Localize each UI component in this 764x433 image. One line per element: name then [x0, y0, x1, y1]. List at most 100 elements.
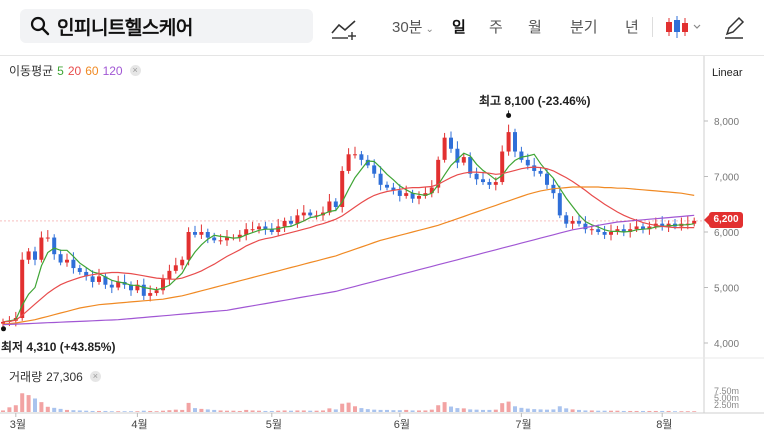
volume-bar [557, 406, 562, 412]
volume-bar [545, 409, 549, 412]
candle-body [333, 201, 338, 208]
candle-body [161, 279, 165, 291]
y-tick-label: 7,000 [714, 173, 739, 184]
candle-body [513, 132, 517, 152]
candle-body [397, 190, 402, 196]
candlestick-icon[interactable] [664, 12, 704, 42]
candle-body [148, 293, 153, 296]
ma-5-label: 5 [57, 63, 64, 78]
volume-bar [641, 410, 645, 412]
volume-bar [628, 410, 633, 412]
candle-body [468, 157, 473, 174]
candle-body [353, 154, 357, 156]
volume-bar [417, 410, 421, 412]
high-annotation: 최고 8,100 (-23.46%) [479, 94, 591, 108]
search-icon [30, 16, 50, 36]
candle-body [225, 237, 229, 241]
volume-bar [52, 407, 57, 412]
candle-body [634, 226, 639, 230]
volume-bar [455, 408, 460, 412]
candle-body [557, 193, 562, 216]
close-icon[interactable]: × [89, 371, 101, 382]
search-box[interactable]: 인피니트헬스케어 [20, 9, 313, 43]
chevron-down-icon: ⌄ [425, 24, 434, 35]
volume-bar [71, 410, 76, 412]
tab-day[interactable]: 일 [452, 19, 466, 36]
candle-body [141, 284, 146, 296]
volume-bar [429, 409, 434, 412]
volume-bar [340, 403, 345, 412]
price-chart[interactable]: 8,000 7,000 6,000 5,000 4,000 7.50m5.00m2.50m… [0, 56, 764, 433]
volume-bar [180, 409, 185, 412]
volume-bar [333, 409, 338, 412]
candle-body [577, 220, 581, 224]
volume-bar [20, 393, 25, 412]
candle-body [461, 157, 466, 163]
candle-body [545, 173, 549, 185]
volume-tick-label: 2.50m [714, 400, 739, 410]
volume-legend-value: 27,306 [46, 369, 83, 384]
candle-body [33, 251, 37, 260]
candle-body [237, 234, 242, 238]
volume-tick-label: 7.50m [714, 386, 739, 396]
interval-label: 30분 [392, 19, 423, 36]
volume-bar [615, 410, 620, 412]
candle-body [500, 151, 505, 183]
volume-bar [58, 408, 63, 412]
ma120-line [2, 214, 695, 326]
candle-body [65, 259, 69, 263]
candle-body [602, 232, 607, 235]
volume-bar [205, 409, 210, 412]
volume-legend-label: 거래량 [9, 370, 43, 384]
candle-body [449, 137, 453, 149]
y-tick-label: 4,000 [714, 339, 739, 350]
candle-body [263, 226, 268, 230]
candle-body [193, 232, 197, 235]
candle-body [84, 271, 89, 277]
x-tick-label: 7월 [515, 418, 531, 431]
candle-body [250, 229, 255, 231]
tab-week[interactable]: 주 [489, 19, 503, 36]
candle-body [186, 232, 191, 260]
current-price-tag: 6,200 [704, 212, 743, 228]
volume-bar [397, 410, 402, 412]
volume-bar [33, 398, 37, 412]
candle-body [628, 229, 633, 232]
x-tick-label: 4월 [131, 418, 147, 431]
volume-bar [436, 405, 441, 412]
search-input[interactable]: 인피니트헬스케어 [57, 17, 193, 39]
volume-bar [1, 410, 5, 412]
volume-bar [167, 410, 172, 412]
candle-body [410, 193, 415, 199]
volume-bar [519, 407, 524, 412]
volume-bar [525, 408, 530, 412]
interval-select[interactable]: 30분 ⌄ [392, 16, 434, 37]
volume-bar [301, 410, 306, 412]
volume-bar [513, 406, 517, 412]
pencil-icon[interactable] [722, 14, 746, 40]
candle-body [692, 220, 697, 224]
candle-body [212, 237, 217, 241]
candle-body [538, 170, 543, 174]
tab-month[interactable]: 월 [528, 19, 542, 36]
close-icon[interactable]: × [129, 65, 141, 76]
volume-bar [365, 409, 370, 412]
volume-bar [90, 410, 95, 412]
volume-bar [109, 411, 114, 412]
volume-bar [141, 410, 146, 412]
ma-legend-label: 이동평균 [9, 64, 54, 78]
volume-bar [84, 410, 89, 412]
candle-body [218, 240, 223, 242]
candle-body [583, 223, 588, 230]
candle-body [429, 187, 434, 194]
volume-bar [423, 410, 428, 412]
volume-bar [481, 409, 485, 412]
tab-year[interactable]: 년 [625, 19, 639, 36]
scale-toggle[interactable]: Linear [712, 67, 743, 79]
line-chart-add-icon[interactable] [330, 13, 358, 41]
volume-bar [346, 402, 351, 412]
candle-body [436, 159, 441, 188]
candle-body [26, 251, 31, 260]
ma-60-label: 60 [85, 63, 99, 78]
tab-quarter[interactable]: 분기 [570, 19, 598, 36]
